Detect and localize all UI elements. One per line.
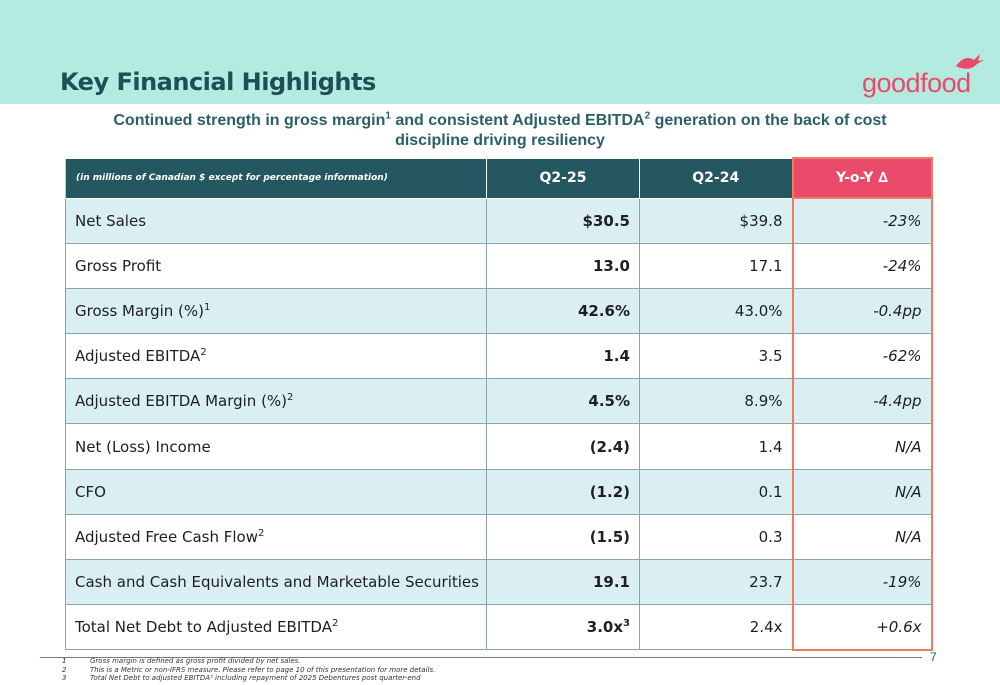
current-value: 13.0 [486, 242, 640, 289]
table-row: Gross Margin (%)1 42.6% 43.0% -0.4pp [65, 287, 933, 335]
table-row: Net Sales $30.5 $39.8 -23% [65, 197, 933, 244]
table-row: Adjusted Free Cash Flow2 (1.5) 0.3 N/A [65, 513, 933, 561]
footnote: 1 Gross margin is defined as gross profit… [62, 657, 301, 665]
footer-divider [40, 657, 922, 658]
financial-highlights-table: (in millions of Canadian $ except for pe… [65, 157, 933, 651]
metric-label: Net (Loss) Income [65, 423, 487, 470]
table-row: CFO (1.2) 0.1 N/A [65, 468, 933, 515]
header-band [0, 0, 1000, 104]
goodfood-logo: goodfood [862, 52, 984, 100]
logo-wordmark: goodfood [862, 68, 971, 98]
metric-label: Adjusted EBITDA2 [65, 333, 487, 380]
current-value: (1.5) [486, 513, 640, 561]
table-header-row: (in millions of Canadian $ except for pe… [65, 157, 933, 199]
prior-value: 0.3 [639, 513, 793, 561]
column-header-change: Y-o-Y ∆ [791, 157, 933, 199]
prior-value: 3.5 [639, 333, 793, 380]
prior-value: 1.4 [639, 423, 793, 470]
change-value: -62% [791, 333, 933, 380]
metric-label: Net Sales [65, 197, 487, 244]
change-value: -19% [791, 558, 933, 606]
table-row: Adjusted EBITDA2 1.4 3.5 -62% [65, 333, 933, 380]
footnotes: 1 Gross margin is defined as gross profit… [62, 657, 435, 683]
table-row: Net (Loss) Income (2.4) 1.4 N/A [65, 423, 933, 470]
footnote: 2 This is a Metric or non-IFRS measure. P… [62, 665, 436, 674]
prior-value: $39.8 [639, 197, 793, 244]
page-number: 7 [930, 650, 937, 664]
metric-label: Gross Margin (%)1 [65, 287, 487, 335]
current-value: (1.2) [486, 468, 640, 515]
footnote: 3 Total Net Debt to adjusted EBITDA² incl… [62, 674, 421, 682]
current-value: 19.1 [486, 558, 640, 606]
change-value: N/A [791, 513, 933, 561]
table-row: Cash and Cash Equivalents and Marketable… [65, 558, 933, 606]
prior-value: 43.0% [639, 287, 793, 335]
table-row: Gross Profit 13.0 17.1 -24% [65, 242, 933, 289]
current-value: 4.5% [486, 378, 640, 425]
page-subtitle: Continued strength in gross margin1 and … [113, 110, 887, 149]
prior-value: 2.4x [639, 604, 793, 651]
prior-value: 0.1 [639, 468, 793, 515]
prior-value: 17.1 [639, 242, 793, 289]
change-value: +0.6x [791, 604, 933, 651]
metric-label: Cash and Cash Equivalents and Marketable… [65, 558, 487, 606]
change-value: -24% [791, 242, 933, 289]
change-value: -4.4pp [791, 378, 933, 425]
change-value: -0.4pp [791, 287, 933, 335]
prior-value: 23.7 [639, 558, 793, 606]
column-header-current: Q2-25 [486, 157, 640, 199]
current-value: 1.4 [486, 333, 640, 380]
current-value: 42.6% [486, 287, 640, 335]
bird-icon [956, 54, 984, 69]
metric-label: Total Net Debt to Adjusted EBITDA2 [65, 604, 487, 651]
table-row: Total Net Debt to Adjusted EBITDA2 3.0x3 2… [65, 604, 933, 651]
metric-label: Gross Profit [65, 242, 487, 289]
metric-label: Adjusted EBITDA Margin (%)2 [65, 378, 487, 425]
metric-label: Adjusted Free Cash Flow2 [65, 513, 487, 561]
current-value: 3.0x3 [486, 604, 640, 651]
page-title: Key Financial Highlights [60, 68, 376, 96]
change-value: N/A [791, 468, 933, 515]
units-note: (in millions of Canadian $ except for pe… [65, 157, 487, 199]
prior-value: 8.9% [639, 378, 793, 425]
current-value: (2.4) [486, 423, 640, 470]
change-value: -23% [791, 197, 933, 244]
change-value: N/A [791, 423, 933, 470]
column-header-prior: Q2-24 [639, 157, 793, 199]
table-row: Adjusted EBITDA Margin (%)2 4.5% 8.9% -4.4p… [65, 378, 933, 425]
current-value: $30.5 [486, 197, 640, 244]
metric-label: CFO [65, 468, 487, 515]
